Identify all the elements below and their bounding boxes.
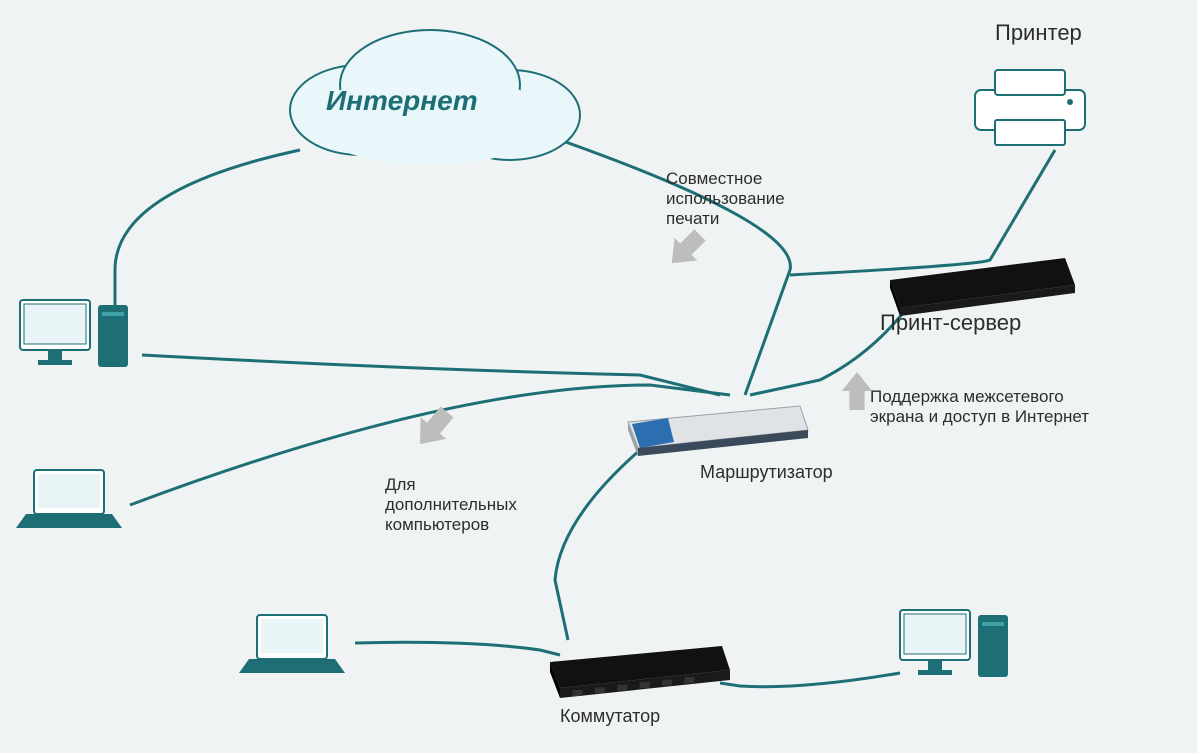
- router-label: Маршрутизатор: [700, 462, 833, 482]
- firewall_internet-label: Поддержка межсетевогоэкрана и доступ в И…: [870, 387, 1089, 426]
- printer-label: Принтер: [995, 20, 1082, 45]
- print_server-label: Принт-сервер: [880, 310, 1021, 335]
- internet-label: Интернет: [326, 85, 478, 116]
- switch-label: Коммутатор: [560, 706, 660, 726]
